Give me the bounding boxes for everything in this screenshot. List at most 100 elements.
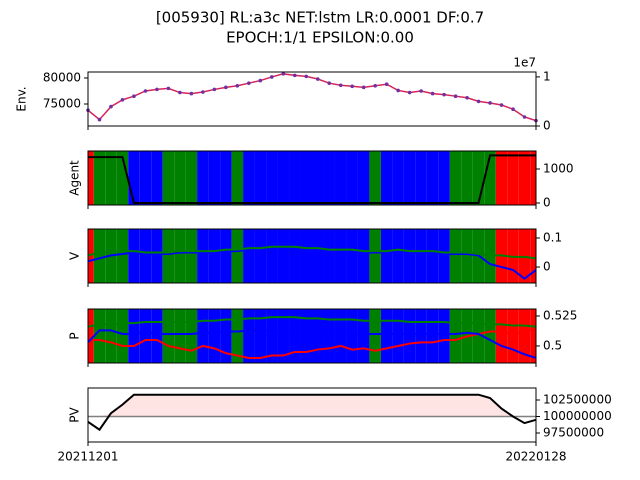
action-span: [243, 151, 255, 205]
action-span: [369, 309, 381, 363]
price-dot: [269, 75, 274, 79]
action-span: [162, 151, 175, 205]
price-dot: [465, 95, 469, 100]
price-dot: [338, 83, 343, 88]
price-dot: [361, 85, 366, 90]
action-span: [116, 229, 129, 283]
action-span: [530, 309, 536, 363]
y-tick-label: 102500000: [543, 392, 612, 406]
action-span: [392, 309, 404, 363]
price-dot: [212, 87, 217, 92]
action-span: [438, 309, 450, 363]
action-span: [208, 151, 221, 205]
action-span: [472, 151, 485, 205]
price-dot: [384, 82, 389, 87]
action-span: [449, 229, 462, 283]
action-span: [312, 151, 324, 205]
price-dot: [155, 87, 159, 92]
action-span: [403, 151, 416, 205]
price-dot: [120, 98, 125, 102]
action-span: [346, 229, 358, 283]
price-dot: [97, 117, 102, 122]
action-span: [380, 309, 393, 363]
price-dot: [350, 84, 355, 89]
y-tick-label: 75000: [43, 96, 81, 110]
action-span: [174, 151, 186, 205]
axes-frame: [87, 228, 537, 284]
action-span: [312, 229, 324, 283]
series-line: [87, 245, 537, 260]
action-span: [266, 229, 278, 283]
action-span: [357, 309, 370, 363]
axes-frame: [87, 387, 537, 443]
action-span: [208, 309, 221, 363]
price-dot: [258, 78, 263, 83]
axes-frame: [87, 150, 537, 206]
action-span: [231, 309, 244, 363]
y-tick-label: 100000000: [543, 409, 612, 423]
action-span: [128, 309, 140, 363]
action-span: [357, 151, 370, 205]
y2-tick-label: 1: [543, 69, 551, 83]
action-span: [220, 309, 232, 363]
action-span: [139, 309, 152, 363]
action-span: [277, 229, 290, 283]
action-span: [277, 309, 290, 363]
action-span: [174, 309, 186, 363]
action-span: [449, 309, 462, 363]
action-span: [495, 309, 508, 363]
axes-frame: [87, 308, 537, 364]
action-span: [231, 151, 244, 205]
action-span: [88, 229, 94, 283]
price-dot: [511, 107, 515, 111]
action-span: [484, 309, 496, 363]
y-axis-label: P: [68, 332, 82, 339]
action-span: [403, 229, 416, 283]
action-span: [151, 229, 163, 283]
action-span: [300, 151, 312, 205]
price-dot: [419, 89, 423, 93]
chart-title: EPOCH:1/1 EPSILON:0.00: [226, 29, 414, 47]
y-tick-label: 0: [543, 260, 551, 274]
y-tick-label: 0.525: [543, 308, 577, 322]
action-span: [380, 151, 393, 205]
price-dot: [292, 73, 297, 78]
action-span: [220, 151, 232, 205]
action-span: [116, 309, 129, 363]
y2-offset-label: 1e7: [513, 56, 536, 70]
profit-area: [88, 394, 536, 417]
action-span: [254, 229, 267, 283]
action-span: [93, 151, 106, 205]
action-span: [243, 229, 255, 283]
action-span: [93, 309, 106, 363]
action-span: [197, 151, 209, 205]
action-span: [403, 309, 416, 363]
series-line: [87, 393, 537, 432]
y-axis-label: PV: [68, 406, 82, 422]
action-span: [369, 229, 381, 283]
action-span: [254, 309, 267, 363]
action-span: [530, 151, 536, 205]
price-dot: [132, 94, 136, 98]
action-span: [334, 229, 347, 283]
action-span: [300, 229, 312, 283]
action-span: [312, 309, 324, 363]
action-span: [185, 309, 198, 363]
action-span: [334, 309, 347, 363]
y-tick-label: 0.1: [543, 231, 562, 245]
action-span: [162, 229, 175, 283]
action-span: [151, 151, 163, 205]
price-dot: [235, 83, 240, 88]
series-line: [88, 154, 536, 204]
price-dot: [178, 90, 182, 95]
price-dot: [166, 86, 171, 91]
price-dot: [396, 88, 400, 93]
action-span: [174, 229, 186, 283]
action-span: [266, 151, 278, 205]
action-span: [392, 229, 404, 283]
series-line: [87, 316, 537, 328]
action-span: [128, 151, 140, 205]
y2-tick-label: 0: [543, 119, 551, 133]
action-span: [346, 309, 358, 363]
action-span: [415, 151, 427, 205]
